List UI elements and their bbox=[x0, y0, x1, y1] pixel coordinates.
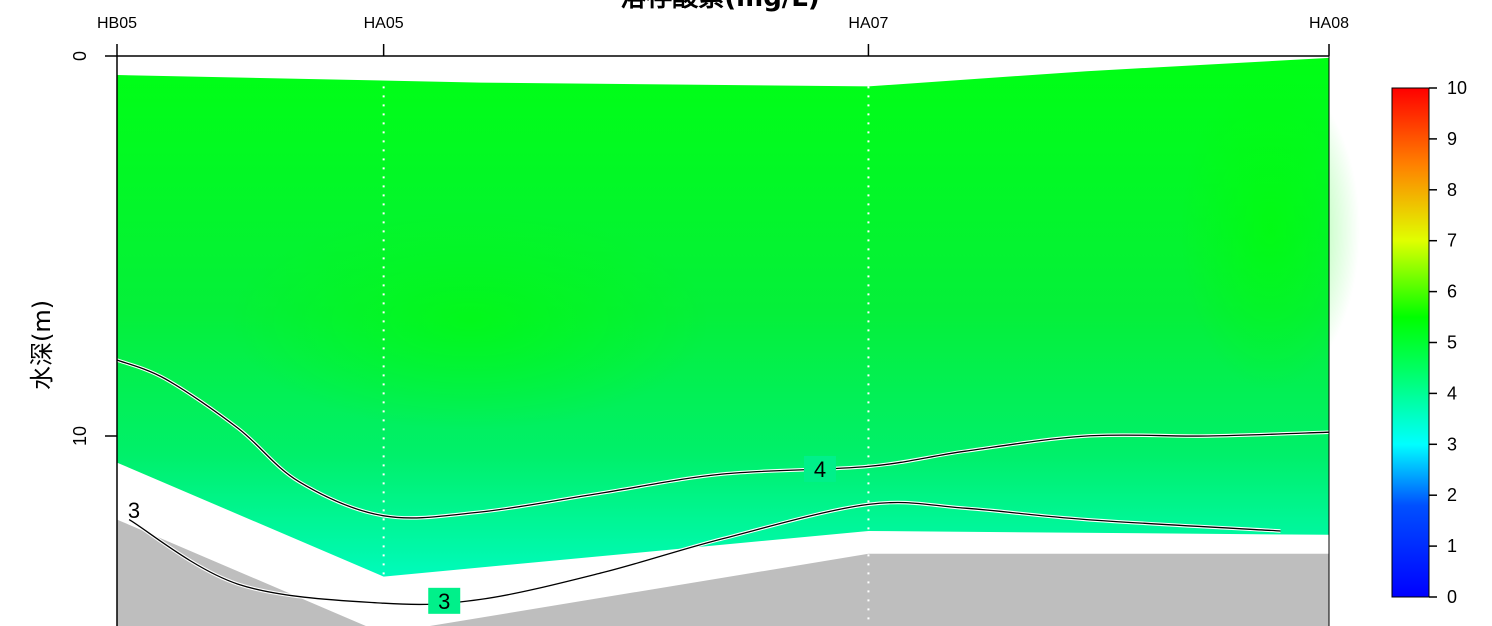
colorbar-tick-label: 6 bbox=[1447, 282, 1457, 302]
colorbar-tick-label: 1 bbox=[1447, 536, 1457, 556]
plot-area: 4 3 3 HB05 HA05 HA07 HA08 0 10 bbox=[70, 15, 1360, 626]
y-axis-label: 水深(m) bbox=[28, 300, 56, 390]
station-label: HA08 bbox=[1309, 15, 1349, 32]
high-oxygen-core-right bbox=[1180, 70, 1360, 390]
contour-label-bg bbox=[803, 455, 836, 482]
colorbar-gradient bbox=[1391, 87, 1430, 598]
colorbar-tick-label: 4 bbox=[1447, 383, 1457, 403]
colorbar: 0 1 2 3 4 5 6 7 8 9 10 bbox=[1391, 78, 1467, 607]
contour-line bbox=[116, 359, 1330, 519]
colorbar-tick-label: 9 bbox=[1447, 129, 1457, 149]
contour-label: 3 bbox=[128, 498, 140, 523]
station-label: HA05 bbox=[364, 15, 404, 32]
colorbar-tick-label: 10 bbox=[1447, 78, 1467, 98]
contour-label: 4 bbox=[814, 457, 826, 482]
contour-label: 3 bbox=[438, 589, 450, 614]
contour-line bbox=[128, 501, 1281, 606]
colorbar-tick-label: 0 bbox=[1447, 587, 1457, 607]
colorbar-tick-label: 5 bbox=[1447, 333, 1457, 353]
colorbar-tick-label: 8 bbox=[1447, 180, 1457, 200]
chart-title: 溶存酸素(mg/L) bbox=[620, 0, 820, 13]
y-tick-label: 10 bbox=[70, 426, 90, 446]
seabed bbox=[117, 519, 1329, 626]
colorbar-tick-label: 7 bbox=[1447, 231, 1457, 251]
y-tick-label: 0 bbox=[70, 51, 90, 61]
colorbar-tick-label: 3 bbox=[1447, 434, 1457, 454]
high-oxygen-core bbox=[230, 210, 710, 430]
dissolved-oxygen-field bbox=[117, 57, 1329, 626]
colorbar-tick-label: 2 bbox=[1447, 485, 1457, 505]
station-label: HA07 bbox=[848, 15, 888, 32]
station-label: HB05 bbox=[97, 15, 137, 32]
contour-label-bg bbox=[428, 587, 461, 614]
